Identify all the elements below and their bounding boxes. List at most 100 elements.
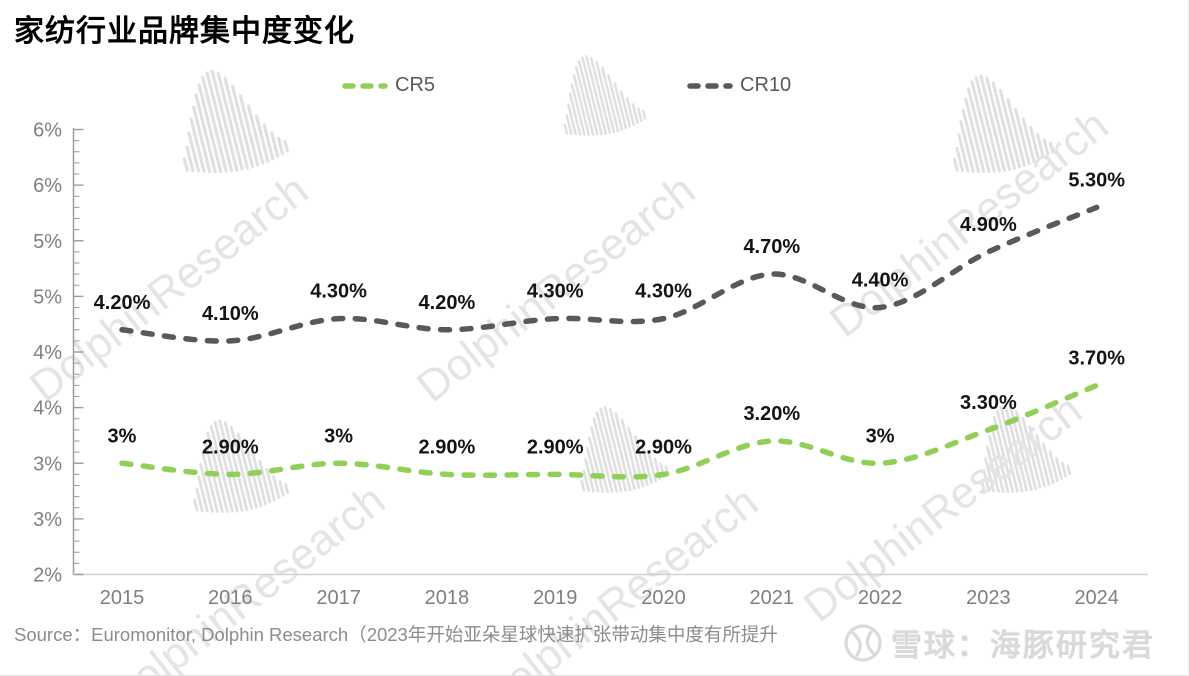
watermark-bar [283, 140, 289, 153]
watermark-bar [1066, 464, 1072, 476]
watermark-bar [193, 498, 199, 512]
x-axis-tick-label: 2022 [858, 587, 903, 609]
watermark-bar [223, 76, 250, 170]
watermark-bar [272, 475, 281, 500]
watermark-bar [201, 75, 228, 173]
cr5-series-line [119, 382, 1100, 480]
dolphin-barcode-watermark-icon [952, 74, 1054, 174]
watermark-bar [574, 65, 595, 136]
watermark-bar [197, 475, 209, 513]
x-axis-tick-label: 2023 [966, 587, 1011, 609]
watermark-bar [1036, 133, 1045, 159]
watermark-bar [254, 114, 270, 163]
watermark-bar [608, 408, 632, 491]
watermark-bar [563, 123, 569, 135]
watermark-bar [187, 131, 201, 173]
watermark-bar [1004, 404, 1029, 492]
watermark-bar [581, 56, 603, 136]
watermark-bar [595, 411, 618, 493]
watermark-bar [258, 460, 272, 504]
watermark-bar [191, 105, 212, 174]
watermark-bar [238, 94, 260, 167]
watermark-bar [959, 120, 975, 173]
watermark-bar [601, 66, 620, 133]
watermark-bar [277, 136, 285, 156]
x-axis-tick-label: 2019 [533, 587, 578, 609]
watermark-bar [189, 117, 206, 173]
legend-label-cr10: CR10 [740, 74, 792, 96]
watermark-bar [607, 74, 624, 131]
cr5-data-label: 3.30% [960, 392, 1017, 414]
watermark-bar [1042, 442, 1055, 484]
cr10-data-label: 4.30% [635, 281, 692, 303]
watermark-bar [582, 469, 591, 493]
watermark-bar [619, 90, 632, 128]
cr10-data-label: 4.30% [310, 281, 367, 303]
watermark-bar [589, 56, 612, 135]
watermark-bar [213, 420, 239, 513]
watermark-bar [995, 409, 1019, 493]
y-axis-tick-label: 5% [33, 286, 62, 308]
watermark-bar [592, 417, 614, 493]
watermark-bar [223, 421, 249, 511]
watermark-bar [985, 76, 1012, 171]
watermark-bar [210, 69, 239, 172]
dolphin-barcode-watermark-icon [182, 69, 289, 174]
watermark-bar [642, 110, 647, 120]
cr10-data-label: 4.20% [419, 292, 476, 314]
y-axis-tick-label: 5% [33, 231, 62, 253]
watermark-bar [270, 131, 280, 158]
y-axis-tick-label: 6% [33, 120, 62, 142]
cr5-data-label: 2.90% [635, 436, 692, 458]
watermark-bar [964, 97, 986, 174]
watermark-bar [577, 59, 599, 136]
cr5-data-label: 3.70% [1068, 347, 1125, 369]
watermark-bar [970, 80, 996, 173]
watermark-bar [603, 406, 628, 492]
watermark-bar [1013, 107, 1031, 166]
watermark-bar [182, 157, 189, 172]
watermark-bar [246, 104, 265, 165]
watermark-bar [627, 426, 645, 488]
cr10-data-label: 5.30% [1068, 169, 1125, 191]
watermark-bar [999, 405, 1024, 493]
watermark-bar [195, 488, 204, 513]
cr5-data-label: 3% [108, 425, 137, 447]
watermark-bar [568, 92, 582, 136]
cr10-data-label: 4.10% [202, 303, 259, 325]
y-axis-tick-label: 4% [33, 342, 62, 364]
watermark-bar [952, 157, 959, 172]
watermark-bar [251, 450, 267, 506]
watermark-bar [1021, 417, 1042, 489]
watermark-bar [585, 55, 608, 135]
watermark-text: DolphinResearch [21, 165, 317, 411]
watermark-bar [647, 451, 658, 483]
chart-title: 家纺行业品牌集中度变化 [14, 15, 355, 48]
watermark-bar [580, 479, 586, 492]
watermark-bar [205, 71, 234, 173]
x-axis-tick-label: 2018 [425, 587, 470, 609]
legend-label-cr5: CR5 [395, 74, 436, 96]
watermark-bar [1015, 410, 1038, 490]
watermark-bar [990, 424, 1010, 493]
watermark-bar [625, 97, 635, 126]
watermark-bar [1029, 125, 1041, 161]
cr5-data-label: 3% [866, 425, 895, 447]
watermark-bar [284, 483, 290, 495]
watermark-bar [974, 76, 1001, 173]
watermark-bar [572, 73, 591, 136]
watermark-bar [585, 446, 600, 493]
watermark-bar [966, 87, 991, 174]
x-axis-tick-label: 2016 [208, 587, 253, 609]
legend-item-cr10: CR10 [686, 74, 791, 97]
y-axis-tick-label: 6% [33, 175, 62, 197]
x-axis-tick-label: 2021 [750, 587, 795, 609]
x-axis-tick-label: 2024 [1074, 587, 1119, 609]
cr5-data-label: 3% [324, 425, 353, 447]
watermark-bar [992, 415, 1015, 493]
watermark-bar [203, 441, 224, 514]
cr10-dash-swatch-icon [687, 82, 733, 89]
y-axis-tick-label: 3% [33, 453, 62, 475]
xueqiu-watermark-text: 雪球：海豚研究君 [891, 628, 1155, 663]
